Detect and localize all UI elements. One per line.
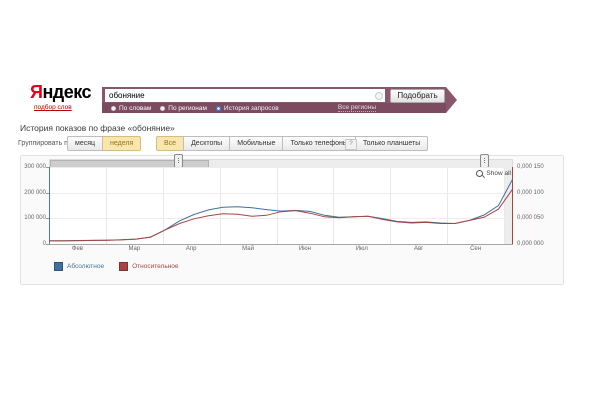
search-bar-arrow	[446, 87, 457, 113]
radio-icon	[111, 105, 116, 111]
right-axis-tick-label: 0,000 000	[517, 241, 544, 247]
toolbar-button[interactable]: неделя	[102, 136, 142, 151]
show-all-control[interactable]: Show all	[476, 170, 511, 177]
page-title: История показов по фразе «обоняние»	[20, 123, 175, 133]
x-axis-label: Авг	[413, 246, 424, 252]
gridline	[49, 192, 513, 194]
logo-letter: Я	[30, 82, 43, 102]
legend-label: Абсолютное	[67, 263, 105, 270]
tick-mark	[46, 244, 49, 245]
legend-item[interactable]: Абсолютное	[54, 262, 104, 271]
right-axis-tick-label: 0,000 100	[517, 189, 544, 196]
x-axis-label: Июл	[355, 246, 368, 252]
gridline	[49, 218, 513, 220]
legend-item[interactable]: Относительное	[119, 262, 179, 271]
x-axis-label: Апр	[185, 246, 197, 252]
search-mode-option[interactable]: По регионам	[160, 105, 207, 112]
group-by-label: Группировать по:	[18, 140, 74, 147]
search-input[interactable]	[105, 89, 385, 102]
x-axis-line	[49, 244, 513, 245]
x-axis-label: Июн	[298, 246, 311, 252]
right-y-axis-line	[512, 167, 513, 244]
toolbar-button[interactable]: Мобильные	[229, 136, 284, 151]
regions-link[interactable]: Все регионы	[337, 104, 376, 112]
series-line	[49, 188, 513, 242]
device-button-group: Все Десктопы Мобильные Только телефоны Тольк…	[156, 136, 429, 151]
show-all-label: Show all	[486, 170, 511, 177]
x-axis-label: Май	[242, 246, 254, 252]
plot-right-band	[504, 167, 513, 244]
history-chart-svg	[49, 178, 513, 242]
toolbar-button[interactable]: месяц	[67, 136, 104, 151]
tick-mark	[46, 218, 49, 220]
gridline	[276, 167, 278, 244]
chart-legend: Абсолютное Относительное	[54, 262, 179, 271]
left-axis-tick-label: 300 000	[24, 164, 46, 170]
period-button-group: месяц неделя	[67, 136, 142, 151]
yandex-logo[interactable]: Яндекс	[30, 82, 92, 103]
x-axis-label: Фев	[71, 246, 83, 252]
word-selection-link[interactable]: подбор слов	[34, 104, 72, 111]
x-axis-label: Сен	[470, 246, 482, 252]
logo-rest: ндекс	[42, 82, 92, 102]
scrollbar-handle-right[interactable]	[480, 154, 489, 168]
left-axis-tick-label: 100 000	[24, 215, 46, 222]
gridline	[504, 167, 505, 244]
radio-icon	[160, 105, 166, 111]
gridline	[49, 167, 513, 168]
gridline	[333, 167, 335, 244]
left-y-axis-line	[49, 167, 50, 244]
toolbar-button[interactable]: Только планшеты	[354, 136, 429, 151]
history-chart-container: Show all Абсолютное Относительное 300 000…	[20, 154, 564, 285]
toolbar-button[interactable]: Десктопы	[183, 136, 231, 151]
gridline	[447, 167, 449, 244]
search-modes: По словам По регионам История запросов Все …	[102, 103, 446, 113]
search-mode-label: По регионам	[168, 104, 207, 112]
search-mode-option[interactable]: История запросов	[215, 104, 279, 112]
left-axis-tick-label: 0	[42, 241, 46, 247]
plot-area	[49, 167, 513, 244]
legend-swatch	[119, 262, 129, 271]
scrollbar-handle-left[interactable]	[174, 154, 183, 168]
tick-mark	[46, 192, 49, 194]
left-axis-tick-label: 200 000	[24, 189, 46, 196]
radio-icon	[215, 105, 221, 111]
help-icon[interactable]: ?	[345, 139, 357, 150]
legend-swatch	[54, 262, 63, 271]
clear-input-icon[interactable]	[375, 92, 383, 100]
series-line	[49, 178, 513, 242]
right-axis-tick-label: 0,000 050	[517, 215, 544, 222]
gridline	[105, 167, 107, 244]
search-mode-label: История запросов	[223, 104, 279, 112]
gridline	[390, 167, 392, 244]
toolbar-button[interactable]: Все	[156, 136, 185, 151]
search-mode-option[interactable]: По словам	[111, 105, 151, 112]
gridline	[219, 167, 221, 244]
legend-label: Относительное	[132, 263, 179, 270]
submit-button[interactable]: Подобрать	[390, 88, 445, 103]
gridline	[162, 167, 164, 244]
search-mode-label: По словам	[119, 104, 152, 112]
x-axis-label: Мар	[128, 246, 141, 252]
tick-mark	[46, 167, 49, 168]
right-axis-tick-label: 0,000 150	[517, 164, 544, 170]
magnifier-icon	[476, 170, 484, 177]
